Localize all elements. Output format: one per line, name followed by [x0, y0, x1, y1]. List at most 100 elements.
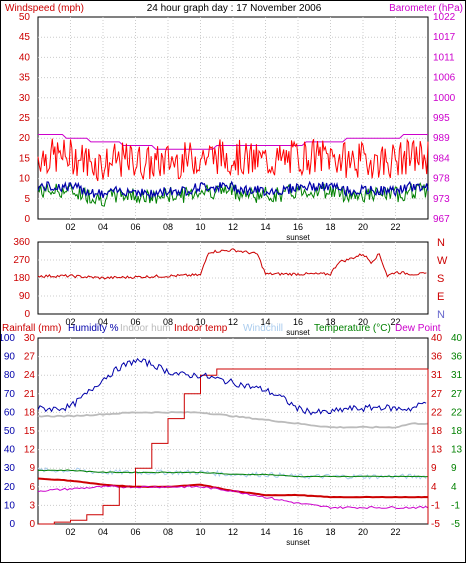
x-tick-label: 10 — [195, 527, 205, 537]
direction-tick-label: 360 — [13, 237, 30, 248]
indoor-temp-tick-label: 22 — [431, 407, 443, 418]
x-tick-label: 14 — [260, 317, 270, 327]
barometer-line — [38, 134, 428, 150]
temperature-tick-label: 18 — [451, 426, 463, 437]
indoor-temp-tick-label: 36 — [431, 352, 443, 363]
x-tick-label: 08 — [163, 317, 173, 327]
windspeed-tick-label: 30 — [19, 93, 31, 104]
indoor-temp-tick-label: -5 — [431, 519, 440, 530]
rain-tick-label: 27 — [24, 352, 36, 363]
legend-entry: Indoor hum — [120, 323, 171, 334]
chart-title: 24 hour graph day : 17 November 2006 — [147, 3, 322, 14]
x-tick-label: 20 — [358, 317, 368, 327]
indoor-temp-tick-label: 18 — [431, 426, 443, 437]
compass-label: W — [437, 255, 448, 267]
windspeed-tick-label: 5 — [24, 194, 30, 205]
windspeed-tick-label: 50 — [19, 12, 31, 23]
indoor-temp-tick-label: 27 — [431, 389, 443, 400]
windspeed-tick-label: 45 — [19, 32, 31, 43]
temperature-tick-label: -5 — [451, 519, 460, 530]
x-tick-label: 12 — [228, 527, 238, 537]
barometer-tick-label: 973 — [433, 194, 450, 205]
compass-label: N — [437, 237, 445, 249]
windspeed-tick-label: 25 — [19, 113, 31, 124]
x-tick-label: 18 — [325, 222, 335, 232]
compass-label: E — [437, 291, 444, 303]
rain-tick-label: 3 — [29, 500, 35, 511]
rain-tick-label: 6 — [29, 482, 35, 493]
x-tick-label: 16 — [293, 222, 303, 232]
barometer-tick-label: 1011 — [433, 52, 455, 63]
temp-humidity-panel: Rainfall (mm) Humidity % Indoor hum Indoor … — [1, 323, 463, 547]
windspeed-tick-label: 0 — [24, 214, 30, 225]
windspeed-axis-label: Windspeed (mph) — [5, 3, 84, 14]
humidity-tick-label: 60 — [4, 407, 16, 418]
humidity-tick-label: 100 — [1, 333, 15, 344]
humidity-tick-label: 20 — [4, 482, 16, 493]
legend-entry: Dew Point — [395, 323, 441, 334]
humidity-line — [37, 357, 427, 416]
temperature-tick-label: 13 — [451, 445, 463, 456]
x-tick-label: 22 — [390, 527, 400, 537]
barometer-tick-label: 978 — [433, 174, 450, 185]
legend-entry: Windchill — [243, 323, 283, 334]
x-tick-label: 04 — [98, 317, 108, 327]
wind-barometer-panel: Windspeed (mph) 24 hour graph day : 17 N… — [5, 3, 463, 242]
humidity-tick-label: 0 — [9, 519, 15, 530]
humidity-tick-label: 80 — [4, 370, 16, 381]
x-tick-label: 04 — [98, 527, 108, 537]
temperature-line — [37, 469, 429, 478]
temperature-tick-label: 31 — [451, 370, 463, 381]
compass-label: S — [437, 273, 444, 285]
x-tick-label: 08 — [163, 222, 173, 232]
humidity-tick-label: 10 — [4, 500, 16, 511]
rain-tick-label: 18 — [24, 407, 36, 418]
humidity-tick-label: 90 — [4, 352, 16, 363]
x-tick-label: 20 — [358, 527, 368, 537]
barometer-tick-label: 1017 — [433, 32, 456, 43]
barometer-tick-label: 967 — [433, 214, 450, 225]
windspeed-tick-label: 35 — [19, 73, 31, 84]
barometer-tick-label: 1006 — [433, 73, 456, 84]
x-tick-label: 20 — [358, 222, 368, 232]
humidity-tick-label: 30 — [4, 463, 16, 474]
rain-tick-label: 15 — [24, 426, 36, 437]
barometer-tick-label: 995 — [433, 113, 450, 124]
x-tick-label: 08 — [163, 527, 173, 537]
humidity-tick-label: 50 — [4, 426, 16, 437]
x-tick-label: 06 — [130, 317, 140, 327]
sunset-label: sunset — [286, 538, 310, 547]
rain-tick-label: 12 — [24, 445, 36, 456]
gust-line — [37, 138, 429, 182]
direction-tick-label: 90 — [19, 291, 31, 302]
temperature-tick-label: 4 — [451, 482, 457, 493]
x-tick-label: 12 — [228, 222, 238, 232]
windspeed-tick-label: 20 — [19, 133, 31, 144]
indoor-temp-line — [37, 477, 429, 499]
direction-tick-label: 0 — [24, 309, 30, 320]
wind-direction-line — [37, 248, 427, 280]
x-tick-label: 14 — [260, 222, 270, 232]
legend-entry: Rainfall (mm) — [2, 323, 61, 334]
temperature-tick-label: 22 — [451, 407, 463, 418]
windspeed-tick-label: 40 — [19, 52, 31, 63]
legend-entry: Temperature (°C) — [314, 323, 391, 334]
rain-tick-label: 0 — [29, 519, 35, 530]
sunset-label: sunset — [286, 233, 310, 242]
rain-tick-label: 21 — [24, 389, 36, 400]
x-tick-label: 12 — [228, 317, 238, 327]
indoor-temp-tick-label: 13 — [431, 445, 443, 456]
x-tick-label: 06 — [130, 527, 140, 537]
x-tick-label: 10 — [195, 222, 205, 232]
rain-tick-label: 24 — [24, 370, 36, 381]
windchill-line — [37, 467, 427, 480]
temperature-tick-label: -1 — [451, 500, 460, 511]
rain-tick-label: 9 — [29, 463, 35, 474]
temperature-tick-label: 36 — [451, 352, 463, 363]
x-tick-label: 02 — [65, 317, 75, 327]
humidity-tick-label: 70 — [4, 389, 16, 400]
x-tick-label: 18 — [325, 527, 335, 537]
dewpoint-line — [37, 485, 429, 510]
